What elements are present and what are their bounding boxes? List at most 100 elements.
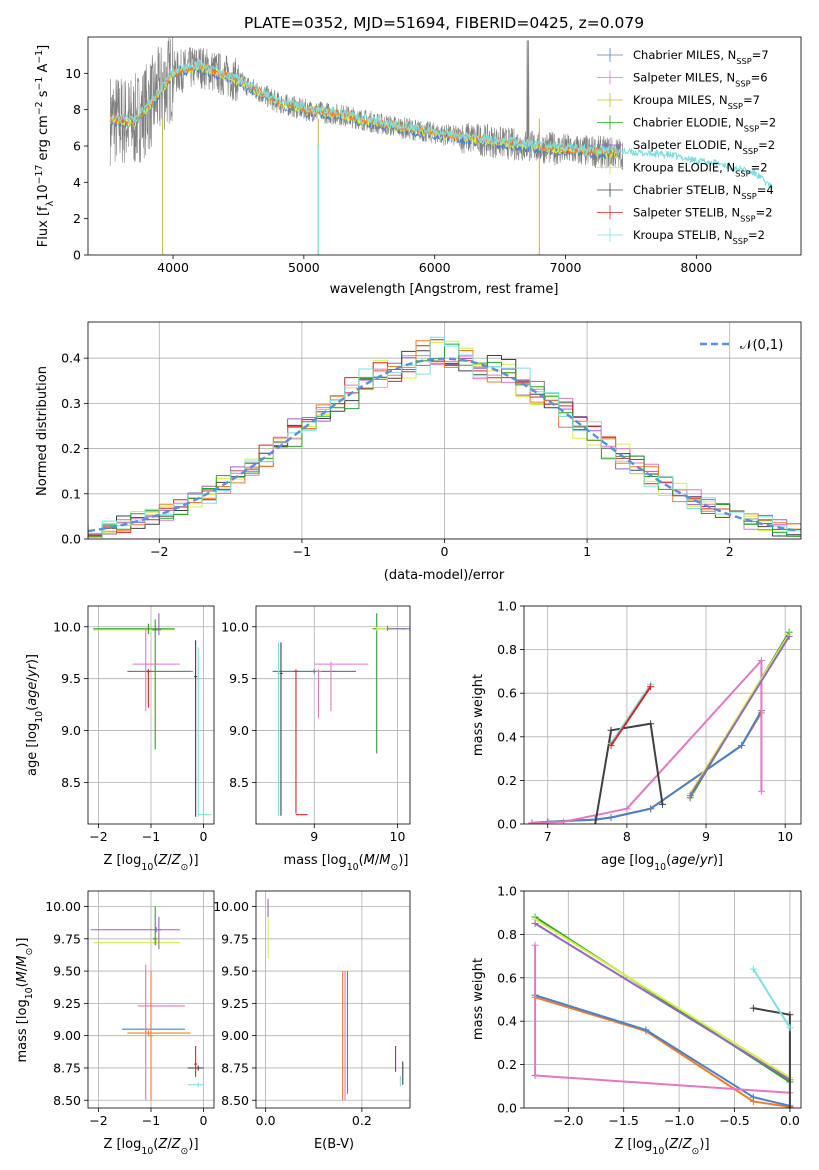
weight-line-6: [594, 722, 664, 824]
x-tick-label: −1.5: [609, 1113, 639, 1128]
axes-frame: [523, 605, 802, 825]
y-tick-label: 8.50: [53, 1093, 81, 1108]
axes-frame: [87, 321, 802, 540]
y-tick-label: 9.50: [221, 964, 249, 979]
y-tick-label: 0.2: [497, 773, 517, 788]
legend-entry: Salpeter ELODIE, NSSP=2: [633, 138, 775, 156]
y-tick-label: 8.5: [61, 775, 81, 790]
x-tick-label: 0: [200, 1113, 208, 1128]
y-axis-label: age [log10(age/yr)]: [25, 654, 45, 776]
weight-line-5: [534, 922, 791, 1081]
x-tick-label: 0.2: [352, 1113, 372, 1128]
y-tick-label: 0.6: [497, 686, 517, 701]
x-tick-label: 1: [583, 544, 591, 559]
x-tick-label: −2.0: [553, 1113, 583, 1128]
y-tick-label: 9.0: [61, 723, 81, 738]
axes-frame: [255, 605, 411, 825]
x-tick-label: −1: [142, 829, 160, 844]
y-tick-label: 9.75: [53, 931, 81, 946]
x-tick-label: 10: [777, 829, 793, 844]
y-tick-label: 8.75: [53, 1060, 81, 1075]
y-tick-label: 0.4: [497, 729, 517, 744]
x-tick-label: 2: [726, 544, 734, 559]
x-tick-label: −2: [89, 1113, 107, 1128]
legend-entry: Salpeter STELIB, NSSP=2: [633, 206, 773, 224]
axes-frame: [255, 890, 411, 1109]
plot-area-residuals: [88, 322, 801, 539]
y-tick-label: 4: [73, 175, 81, 190]
x-tick-label: 7000: [550, 260, 582, 275]
y-tick-label: 10.00: [45, 899, 81, 914]
y-tick-label: 0.3: [61, 396, 81, 411]
plot-mass-vs-ebv: 0.0 0.2 8.50 8.75 9.00 9.25 9.50 9.75 10.00 E(B-V…: [213, 890, 411, 1152]
y-tick-label: 0.2: [497, 1057, 517, 1072]
plot-residuals: −2 −1 0 1 2 0.0 0.1 0.2 0.3 0.4 (data-model)/error…: [35, 321, 802, 583]
x-axis-label: Z [log10(Z/Z⊙)]: [103, 853, 198, 873]
x-axis-label: Z [log10(Z/Z⊙)]: [103, 1137, 198, 1157]
x-tick-label: 8000: [680, 260, 712, 275]
weight-line-5: [689, 635, 790, 797]
y-tick-label: 9.0: [229, 723, 249, 738]
x-tick-label: 0: [441, 544, 449, 559]
weight-line-4: [534, 918, 791, 1079]
y-axis-label: Flux [fλ10−17 erg cm−2 s−1 A−1]: [34, 45, 56, 247]
y-tick-label: 0.0: [61, 532, 81, 547]
legend-entry: Kroupa STELIB, NSSP=2: [633, 228, 765, 246]
y-tick-label: 8: [73, 102, 81, 117]
y-tick-label: 8.75: [221, 1060, 249, 1075]
legend-entry: Chabrier ELODIE, NSSP=2: [633, 116, 776, 134]
weight-line-8: [610, 686, 652, 747]
y-tick-label: 9.5: [229, 671, 249, 686]
y-axis-label: mass weight: [471, 958, 486, 1040]
x-axis-label: age [log10(age/yr)]: [601, 853, 723, 873]
y-tick-label: 9.00: [221, 1028, 249, 1043]
y-tick-label: 9.25: [53, 996, 81, 1011]
y-tick-label: 0.4: [497, 1014, 517, 1029]
x-tick-label: −1.0: [664, 1113, 694, 1128]
plot-area-massweight-vs-Z: [524, 891, 801, 1108]
gaussian-curve: [88, 357, 799, 533]
axes-frame: [87, 605, 215, 825]
x-axis-label: mass [log10(M/M⊙)]: [284, 853, 409, 873]
x-tick-label: 7: [544, 829, 552, 844]
x-axis-label: Z [log10(Z/Z⊙)]: [614, 1137, 709, 1157]
axes-frame: [87, 36, 802, 256]
weight-line-1: [534, 994, 791, 1107]
x-tick-label: 0: [200, 829, 208, 844]
legend-entry: Kroupa ELODIE, NSSP=2: [633, 161, 768, 179]
x-tick-label: 0.0: [780, 1113, 800, 1128]
plot-area-mass-vs-Z: [88, 891, 214, 1108]
plot-spectrum: 4000 5000 6000 7000 8000 0 2 4 6 8 10 wavelength [A…: [34, 36, 802, 297]
x-tick-label: 6000: [419, 260, 451, 275]
plot-age-vs-Z: −2 −1 0 8.5 9.0 9.5 10.0 Z [log10(Z/Z⊙)] age [lo…: [25, 605, 215, 873]
y-tick-label: 0.0: [497, 1101, 517, 1116]
y-tick-label: 9.75: [221, 931, 249, 946]
y-tick-label: 10.0: [221, 619, 249, 634]
y-tick-label: 2: [73, 211, 81, 226]
y-tick-label: 9.50: [53, 964, 81, 979]
y-tick-label: 8.5: [229, 775, 249, 790]
y-tick-label: 0.6: [497, 970, 517, 985]
x-axis-label: (data-model)/error: [384, 568, 505, 583]
y-tick-label: 0.8: [497, 927, 517, 942]
legend-entry: Chabrier STELIB, NSSP=4: [633, 183, 774, 201]
y-tick-label: 10.0: [53, 619, 81, 634]
x-tick-label: −1: [293, 544, 311, 559]
y-axis-label: mass [log10(M/M⊙)]: [15, 938, 35, 1063]
weight-line-7: [752, 968, 791, 1029]
plot-area-age-vs-mass: [256, 606, 410, 824]
x-tick-label: 10: [390, 829, 406, 844]
legend-entry: Salpeter MILES, NSSP=6: [633, 71, 768, 89]
y-axis-label: Normed distribution: [35, 366, 50, 496]
legend-entry: 𝒩(0,1): [740, 338, 783, 353]
weight-line-0: [534, 996, 791, 1108]
y-tick-label: 0.2: [61, 441, 81, 456]
x-tick-label: 8: [623, 829, 631, 844]
x-tick-label: −2: [150, 544, 168, 559]
legend-entry: Chabrier MILES, NSSP=7: [633, 48, 769, 66]
y-tick-label: 1.0: [497, 884, 517, 899]
y-axis-label: mass weight: [471, 674, 486, 756]
x-tick-label: 9: [702, 829, 710, 844]
x-tick-label: 9: [310, 829, 318, 844]
